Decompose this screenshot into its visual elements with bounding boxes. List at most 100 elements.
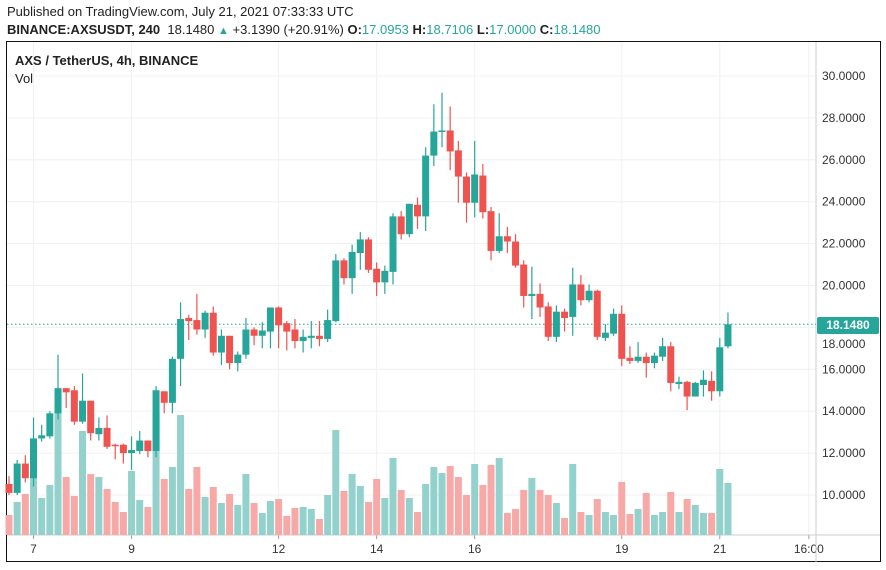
y-tick-label: 24.0000: [822, 195, 866, 209]
close-label: C:: [539, 22, 554, 37]
volume-bar: [454, 477, 462, 535]
candle-body: [659, 346, 667, 357]
candle-up: [38, 424, 46, 442]
high-value: 18.7106: [426, 22, 474, 37]
candle-up: [54, 354, 62, 420]
candle-up: [13, 460, 21, 495]
candle-up: [30, 417, 38, 487]
candle-body: [373, 268, 381, 283]
x-tick-label: 12: [272, 542, 286, 556]
candle-down: [226, 335, 234, 370]
y-tick-label: 26.0000: [822, 153, 866, 167]
candle-up: [405, 203, 413, 238]
volume-bar: [438, 473, 446, 535]
candle-up: [46, 411, 54, 439]
candle-body: [626, 357, 634, 361]
volume-bar: [291, 508, 299, 535]
volume-bar: [405, 498, 413, 535]
volume-bar: [512, 509, 520, 535]
candle-body: [544, 306, 552, 337]
candle-up: [438, 92, 446, 148]
volume-bar: [356, 486, 364, 535]
volume-bar: [544, 495, 552, 535]
volume-bar: [177, 415, 185, 535]
candle-down: [160, 391, 168, 414]
candle-body: [650, 355, 658, 364]
candle-up: [348, 244, 356, 294]
y-tick-label: 30.0000: [822, 69, 866, 83]
candle-up: [471, 140, 479, 218]
candle-body: [13, 463, 21, 493]
volume-bar: [136, 500, 144, 535]
volume-bar: [487, 465, 495, 535]
volume-bar: [332, 430, 340, 535]
candle-body: [683, 381, 691, 397]
candle-series: [5, 92, 732, 495]
candle-body: [601, 332, 609, 338]
volume-bar: [46, 485, 54, 535]
candle-body: [209, 312, 217, 353]
volume-bar: [250, 503, 258, 535]
volume-bar: [414, 512, 421, 535]
candle-down: [479, 163, 487, 219]
candle-down: [487, 206, 495, 261]
candle-down: [103, 415, 111, 449]
candle-down: [512, 234, 520, 268]
candle-body: [87, 400, 95, 434]
volume-bar: [675, 512, 683, 535]
candle-body: [675, 381, 683, 384]
volume-bar: [21, 494, 29, 535]
candle-body: [561, 311, 569, 318]
candle-down: [111, 443, 119, 460]
volume-bar: [569, 464, 577, 535]
candle-up: [691, 381, 699, 397]
candle-down: [577, 275, 585, 306]
candle-body: [217, 335, 225, 353]
candle-body: [291, 329, 299, 342]
volume-bar: [552, 503, 560, 535]
volume-bar: [103, 489, 111, 535]
candle-down: [315, 321, 323, 347]
volume-bar: [683, 499, 691, 535]
candle-body: [364, 239, 372, 270]
volume-bar: [593, 499, 601, 535]
volume-bar: [389, 458, 397, 535]
candle-body: [5, 483, 13, 493]
candle-down: [618, 305, 626, 367]
candle-up: [528, 266, 536, 320]
volume-bar: [185, 489, 193, 535]
candle-up: [650, 352, 658, 369]
candle-body: [54, 388, 62, 414]
candle-down: [144, 440, 152, 458]
volume-bar: [642, 493, 650, 535]
candle-up: [495, 213, 503, 254]
y-tick-label: 22.0000: [822, 237, 866, 251]
x-tick-label: 14: [370, 542, 384, 556]
y-tick-label: 10.0000: [822, 488, 866, 502]
candle-body: [610, 313, 618, 334]
candle-up: [724, 312, 732, 349]
chart-legend: AXS / TetherUS, 4h, BINANCE Vol: [15, 53, 198, 86]
y-tick-label: 14.0000: [822, 404, 866, 418]
volume-bar: [87, 474, 95, 535]
candle-down: [708, 371, 716, 401]
volume-bar: [610, 515, 618, 535]
volume-bar: [397, 490, 405, 535]
volume-bar: [561, 518, 569, 535]
volume-series: [5, 412, 732, 535]
candle-down: [683, 380, 691, 411]
x-tick-label: 16:00: [794, 542, 824, 556]
close-value: 18.1480: [553, 22, 601, 37]
symbol-info-bar: BINANCE:AXSUSDT, 240 18.1480 ▲ +3.1390 (…: [7, 22, 601, 37]
candle-body: [724, 324, 732, 347]
volume-bar: [495, 458, 503, 535]
candle-body: [168, 358, 176, 403]
low-label: L:: [476, 22, 490, 37]
volume-bar: [536, 490, 544, 535]
candle-down: [373, 262, 381, 296]
candle-body: [691, 382, 699, 397]
candle-up: [699, 370, 707, 397]
candle-body: [618, 313, 626, 359]
volume-bar: [381, 498, 389, 535]
